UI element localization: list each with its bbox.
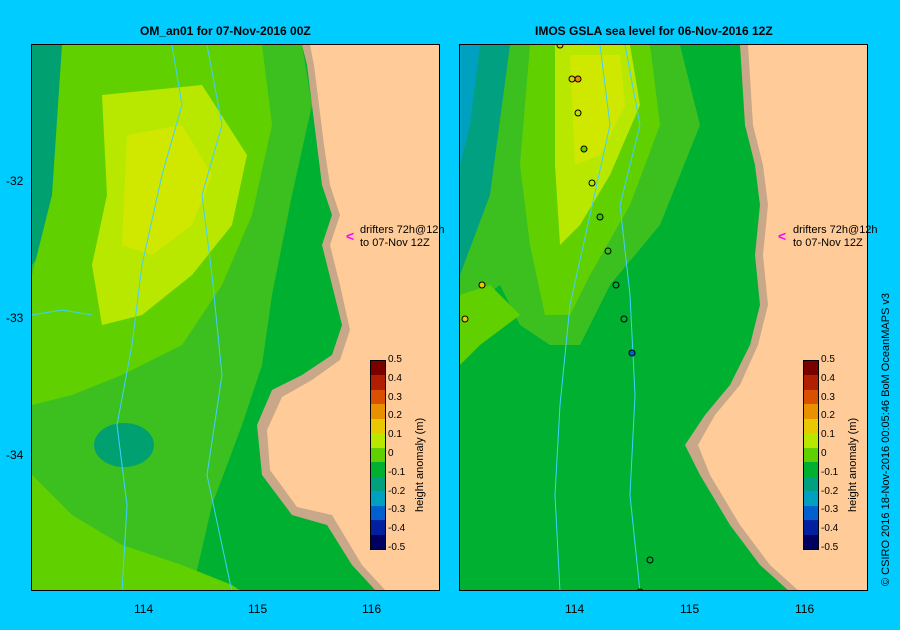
colorbar-tick-label: -0.1: [821, 466, 839, 478]
colorbar-tick-label: -0.5: [388, 542, 406, 553]
colorbar-segment: [804, 520, 818, 536]
right-annotation-line1: drifters 72h@12h: [793, 224, 878, 236]
right-panel-title: IMOS GSLA sea level for 06-Nov-2016 12Z: [535, 24, 773, 38]
colorbar-tick-label: -0.3: [821, 504, 839, 516]
colorbar-tick-label: 0.3: [821, 391, 835, 403]
colorbar-segment: [804, 418, 818, 434]
left-map-panel: [31, 44, 440, 591]
right-annotation-line2: to 07-Nov 12Z: [793, 237, 863, 249]
colorbar-segment: [804, 505, 818, 521]
colorbar-segment: [804, 491, 818, 507]
colorbar-tick-label: -0.4: [388, 523, 406, 535]
colorbar-segment: [371, 520, 385, 536]
colorbar-tick-label: -0.3: [388, 504, 406, 516]
left-annotation-line1: drifters 72h@12h: [360, 224, 445, 236]
colorbar-segment: [371, 505, 385, 521]
colorbar-segment: [371, 404, 385, 420]
colorbar-segment: [371, 447, 385, 463]
colorbar-segment: [371, 389, 385, 405]
x-tick-right-2: 115: [680, 602, 700, 616]
x-tick-right-3: 116: [795, 602, 815, 616]
colorbar-tick-label: -0.2: [821, 485, 839, 497]
colorbar-segment: [371, 462, 385, 478]
colorbar-segment: [804, 375, 818, 391]
y-tick-1: -32: [6, 174, 24, 188]
colorbar-segment: [804, 433, 818, 449]
y-tick-3: -34: [6, 448, 24, 462]
colorbar-segment: [371, 375, 385, 391]
drifter-markers: [461, 45, 654, 590]
colorbar-tick-label: 0.2: [821, 410, 835, 422]
colorbar-tick-label: 0.1: [821, 429, 835, 441]
colorbar-segment: [371, 476, 385, 492]
colorbar-segment: [371, 491, 385, 507]
right-drifter-annotation: drifters 72h@12h to 07-Nov 12Z: [793, 224, 878, 250]
left-map-svg: [32, 45, 439, 590]
colorbar-segment: [804, 389, 818, 405]
colorbar-segment: [371, 418, 385, 434]
colorbar-tick-label: 0.3: [388, 391, 402, 403]
left-drifter-arrow: <: [346, 228, 355, 244]
right-colorbar: [803, 360, 819, 550]
colorbar-tick-label: -0.2: [388, 485, 406, 497]
colorbar-tick-label: 0.5: [388, 354, 402, 365]
colorbar-segment: [804, 447, 818, 463]
x-tick-right-1: 114: [565, 602, 585, 616]
right-map-svg: [460, 45, 867, 590]
x-tick-left-1: 114: [134, 602, 154, 616]
right-drifter-arrow: <: [778, 228, 787, 244]
colorbar-segment: [371, 433, 385, 449]
colorbar-segment: [371, 534, 385, 550]
colorbar-segment: [804, 404, 818, 420]
colorbar-tick-label: -0.4: [821, 523, 839, 535]
left-drifter-annotation: drifters 72h@12h to 07-Nov 12Z: [360, 224, 445, 250]
colorbar-tick-label: 0: [821, 448, 827, 459]
left-colorbar: [370, 360, 386, 550]
x-tick-left-3: 116: [362, 602, 382, 616]
credit-text: © CSIRO 2016 18-Nov-2016 00:05:46 BoM Oc…: [880, 292, 892, 586]
colorbar-tick-label: 0.5: [821, 354, 835, 365]
colorbar-tick-label: 0.4: [821, 372, 835, 384]
colorbar-tick-label: 0.1: [388, 429, 402, 441]
colorbar-tick-label: -0.1: [388, 466, 406, 478]
right-colorbar-title: height anomaly (m): [847, 417, 859, 512]
colorbar-segment: [804, 361, 818, 376]
colorbar-segment: [804, 462, 818, 478]
left-panel-title: OM_an01 for 07-Nov-2016 00Z: [140, 24, 311, 38]
colorbar-tick-label: 0: [388, 448, 394, 459]
colorbar-segment: [804, 476, 818, 492]
x-tick-left-2: 115: [248, 602, 268, 616]
y-tick-2: -33: [6, 311, 24, 325]
colorbar-tick-label: -0.5: [821, 542, 839, 553]
left-colorbar-title: height anomaly (m): [414, 417, 426, 512]
left-annotation-line2: to 07-Nov 12Z: [360, 237, 430, 249]
colorbar-segment: [371, 361, 385, 376]
colorbar-tick-label: 0.4: [388, 372, 402, 384]
colorbar-tick-label: 0.2: [388, 410, 402, 422]
colorbar-segment: [804, 534, 818, 550]
right-map-panel: [459, 44, 868, 591]
